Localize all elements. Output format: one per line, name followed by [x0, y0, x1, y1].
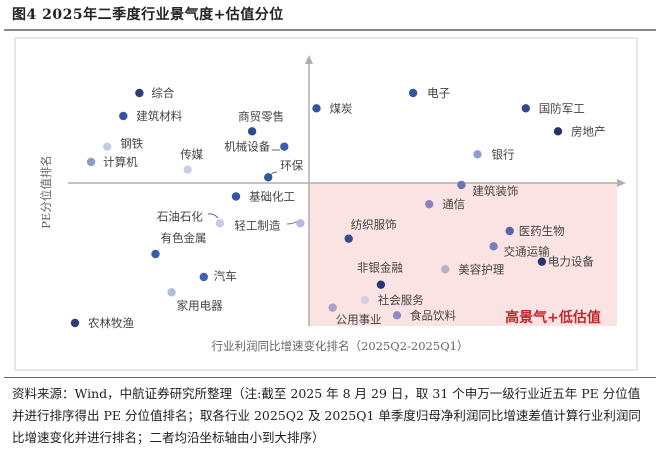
- data-point: [151, 249, 160, 259]
- point-label: 煤炭: [330, 101, 353, 115]
- point-label: 综合: [151, 86, 174, 100]
- data-point: [167, 288, 176, 297]
- point-label: 建筑材料: [136, 109, 182, 123]
- data-point: [199, 272, 208, 282]
- point-label: 钢铁: [120, 137, 143, 151]
- data-point: [280, 142, 289, 151]
- data-point: [328, 303, 337, 312]
- point-label: 美容护理: [458, 262, 504, 276]
- data-point: [103, 142, 112, 151]
- figure-title: 图4 2025年二季度行业景气度+估值分位: [12, 7, 284, 23]
- data-point: [135, 88, 144, 98]
- data-point: [521, 104, 530, 113]
- quadrant-high-low-region: [309, 183, 617, 326]
- data-point: [344, 234, 353, 243]
- data-point: [537, 257, 547, 266]
- point-label: 国防军工: [539, 101, 585, 115]
- data-point: [553, 127, 563, 136]
- point-label: 社会服务: [378, 293, 424, 307]
- source-note: 资料来源：Wind，中航证券研究所整理（注:截至 2025 年 8 月 29 日…: [12, 386, 641, 445]
- point-label: 通信: [442, 197, 465, 211]
- point-label: 银行: [492, 147, 515, 161]
- data-point: [408, 88, 418, 98]
- point-label: 家用电器: [177, 298, 223, 312]
- point-label: 非银金融: [357, 261, 403, 275]
- quadrant-label: 高景气+低估值: [505, 309, 601, 326]
- point-label: 房地产: [571, 124, 606, 138]
- data-point: [264, 173, 273, 182]
- x-axis-arrow: [617, 179, 626, 187]
- point-label: 有色金属: [161, 231, 207, 245]
- data-point: [376, 280, 386, 289]
- point-label: 纺织服饰: [351, 218, 397, 232]
- data-point: [441, 265, 450, 274]
- point-label: 医药生物: [519, 224, 565, 238]
- point-label: 轻工制造: [234, 218, 280, 232]
- point-label: 传媒: [180, 148, 203, 162]
- point-label: 基础化工: [249, 190, 295, 204]
- point-label: 石油石化: [157, 209, 203, 223]
- data-point: [505, 226, 514, 236]
- leader-line: [207, 213, 219, 219]
- data-point: [473, 150, 482, 159]
- point-label: 计算机: [103, 155, 138, 169]
- x-axis-label: 行业利润同比增速变化排名（2025Q2-2025Q1）: [212, 339, 469, 353]
- point-label: 环保: [280, 158, 303, 172]
- point-label: 电子: [427, 86, 450, 100]
- data-point: [296, 219, 305, 228]
- data-point: [425, 199, 434, 209]
- point-label: 建筑装饰: [472, 184, 518, 198]
- axes: [68, 55, 626, 326]
- data-point: [392, 311, 402, 320]
- data-point: [86, 157, 96, 167]
- point-label: 农林牧渔: [88, 316, 134, 330]
- point-label: 食品饮料: [410, 308, 456, 322]
- point-label: 汽车: [214, 269, 237, 283]
- point-label: 机械设备: [224, 140, 270, 154]
- chart-frame: [14, 37, 638, 371]
- title-divider: [4, 29, 656, 31]
- data-point: [70, 318, 80, 328]
- point-label: 交通运输: [504, 244, 550, 258]
- point-label: 商贸零售: [238, 109, 284, 123]
- point-label: 电力设备: [548, 255, 594, 269]
- data-point: [119, 111, 128, 121]
- y-axis-label: PE分位值排名: [39, 155, 53, 229]
- data-point: [489, 242, 498, 251]
- data-point: [183, 165, 192, 174]
- data-point: [231, 192, 241, 201]
- y-axis-arrow: [305, 55, 313, 64]
- footer-divider: [4, 377, 656, 378]
- data-point: [215, 219, 225, 228]
- data-point: [457, 180, 466, 190]
- point-label: 公用事业: [336, 313, 382, 327]
- data-point: [247, 127, 257, 136]
- data-point: [360, 295, 369, 305]
- data-point: [312, 104, 321, 113]
